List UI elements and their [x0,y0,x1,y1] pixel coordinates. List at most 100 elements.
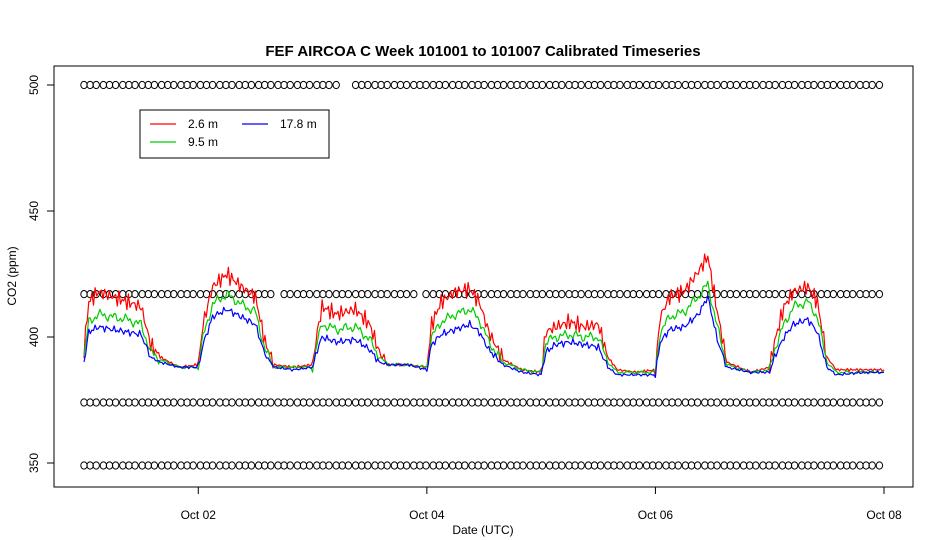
marker-point [662,398,670,407]
marker-point [280,398,288,407]
marker-point [752,290,760,299]
marker-point [836,398,845,407]
marker-point [771,398,779,407]
marker-point [119,398,127,407]
marker-point [571,398,579,407]
marker-point [784,398,793,407]
marker-point [441,398,450,407]
marker-point [732,80,741,90]
marker-point [274,80,282,90]
marker-point [358,290,366,299]
marker-point [177,80,185,90]
marker-point [299,290,308,299]
marker-point [629,398,637,407]
marker-point [558,80,566,90]
marker-point [202,80,211,90]
marker-point [177,398,185,407]
marker-point [461,461,469,470]
marker-point [351,461,360,470]
marker-point [843,80,851,90]
marker-point [674,398,682,407]
marker-point [241,461,250,470]
marker-point [131,461,139,470]
marker-point [693,398,702,407]
marker-point [319,80,327,90]
marker-point [371,398,379,407]
marker-point [487,80,496,90]
marker-point [493,461,502,470]
marker-point [649,398,657,407]
marker-point [532,80,540,90]
marker-point [254,398,263,407]
marker-point [138,398,146,407]
marker-point [726,290,734,299]
marker-point [164,461,172,470]
marker-point [499,80,508,90]
marker-point [577,290,585,299]
y-tick-label: 350 [27,453,41,473]
marker-point [739,290,748,299]
marker-row [80,398,884,407]
marker-point [402,461,411,470]
marker-point [487,290,496,299]
marker-point [571,290,579,299]
marker-point [131,290,139,299]
marker-point [461,398,469,407]
marker-point [332,290,340,299]
marker-point [519,80,527,90]
marker-point [196,80,205,90]
marker-point [868,80,876,90]
marker-point [856,461,864,470]
marker-point [778,398,787,407]
marker-point [668,398,676,407]
marker-point [208,80,217,90]
marker-point [545,80,554,90]
marker-point [642,398,651,407]
marker-point [371,461,379,470]
marker-point [519,461,527,470]
marker-point [720,398,728,407]
marker-point [364,290,372,299]
marker-point [228,398,236,407]
marker-point [649,290,657,299]
marker-point [150,461,159,470]
marker-point [856,80,864,90]
marker-point [222,80,230,90]
marker-point [183,80,191,90]
marker-point [241,398,250,407]
marker-point [390,461,399,470]
marker-point [499,398,508,407]
marker-point [649,461,657,470]
marker-point [254,80,263,90]
marker-point [196,461,205,470]
marker-point [344,461,353,470]
marker-point [817,290,825,299]
marker-point [196,290,205,299]
marker-point [286,80,294,90]
marker-point [843,398,851,407]
marker-point [377,398,385,407]
marker-point [720,290,728,299]
marker-point [235,80,243,90]
marker-point [759,461,767,470]
x-tick-label: Oct 06 [638,508,674,522]
marker-point [493,80,502,90]
marker-point [274,398,282,407]
marker-point [610,398,618,407]
marker-point [164,398,172,407]
legend-label: 9.5 m [188,135,218,149]
marker-row [80,290,884,299]
marker-point [681,398,690,407]
marker-point [125,398,133,407]
marker-point [817,461,825,470]
marker-point [526,290,534,299]
marker-point [216,80,224,90]
marker-point [377,80,385,90]
marker-point [261,80,269,90]
marker-point [208,398,217,407]
marker-point [875,80,884,90]
marker-point [267,80,275,90]
x-tick-label: Oct 08 [866,508,902,522]
marker-point [752,461,760,470]
